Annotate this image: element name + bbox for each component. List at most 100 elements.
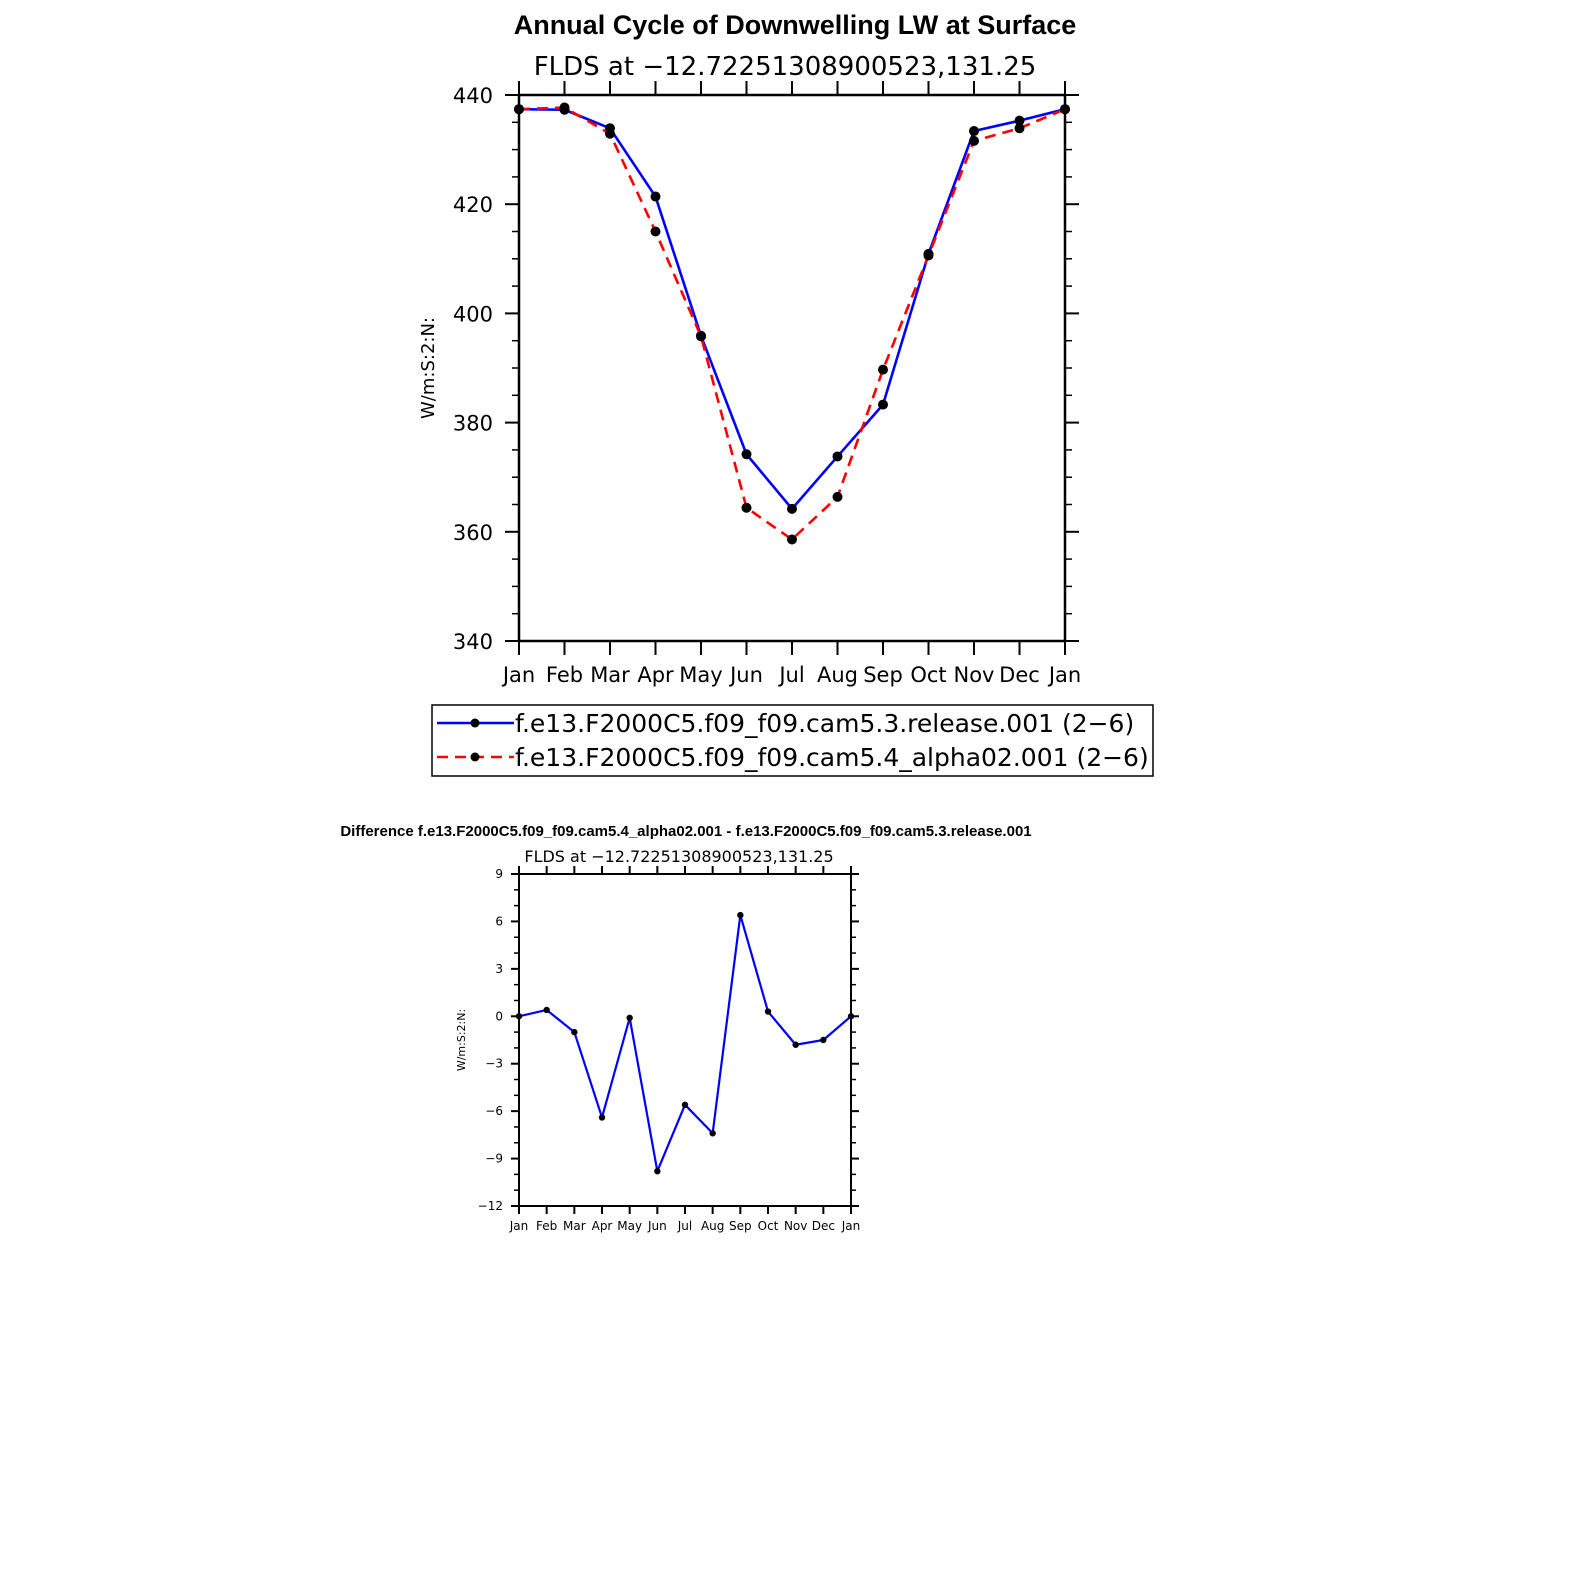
diff-x-tick-label: Dec bbox=[812, 1219, 835, 1233]
main-series-1-point bbox=[832, 491, 843, 502]
diff-series-0-point bbox=[792, 1041, 799, 1048]
diff-y-tick-label: −6 bbox=[485, 1104, 503, 1118]
main-y-tick-label: 340 bbox=[453, 630, 493, 654]
main-x-tick-label: Nov bbox=[954, 663, 995, 687]
diff-series-0-point bbox=[598, 1114, 606, 1121]
diff-ticks bbox=[511, 866, 859, 1214]
main-x-tick-label: Jul bbox=[777, 663, 804, 687]
diff-x-tick-label: Apr bbox=[592, 1219, 613, 1233]
main-series bbox=[514, 102, 1070, 545]
legend: f.e13.F2000C5.f09_f09.cam5.3.release.001… bbox=[431, 704, 1154, 777]
main-series-0-point bbox=[741, 449, 752, 460]
main-series-0-point bbox=[969, 126, 979, 137]
diff-series bbox=[515, 911, 855, 1175]
diff-series-0-point bbox=[681, 1101, 689, 1109]
diff-series-0-point bbox=[515, 1013, 523, 1020]
diff-series-0-point bbox=[737, 911, 744, 919]
diff-series-0-point bbox=[543, 1006, 550, 1014]
main-x-tick-label: Oct bbox=[910, 663, 946, 687]
diff-title: Difference f.e13.F2000C5.f09_f09.cam5.4_… bbox=[340, 823, 1031, 840]
main-series-1-point bbox=[605, 128, 615, 139]
diff-y-tick-label: 6 bbox=[495, 914, 503, 928]
main-series-1-point bbox=[1060, 104, 1070, 115]
diff-x-tick-label: Sep bbox=[729, 1219, 752, 1233]
diff-subtitle: FLDS at −12.72251308900523,131.25 bbox=[524, 847, 833, 866]
main-series-0-point bbox=[650, 191, 661, 202]
main-series-1-point bbox=[696, 331, 706, 342]
main-y-tick-label: 380 bbox=[453, 412, 493, 436]
diff-y-tick-label: 9 bbox=[495, 867, 503, 881]
difference-panel: Difference f.e13.F2000C5.f09_f09.cam5.4_… bbox=[340, 823, 1031, 1233]
main-x-tick-label: Jan bbox=[501, 663, 535, 687]
main-series-1-point bbox=[514, 104, 524, 115]
main-y-tick-label: 420 bbox=[453, 193, 493, 217]
main-series-1-point bbox=[787, 534, 797, 545]
diff-x-tick-label: Aug bbox=[701, 1219, 724, 1233]
diff-x-tick-label: Jan bbox=[841, 1219, 861, 1233]
main-subtitle: FLDS at −12.72251308900523,131.25 bbox=[534, 52, 1037, 82]
main-x-tick-label: Sep bbox=[863, 663, 903, 687]
legend-box bbox=[431, 704, 1154, 777]
diff-series-0-point bbox=[847, 1013, 855, 1020]
legend-label-cam5-3: f.e13.F2000C5.f09_f09.cam5.3.release.001… bbox=[515, 709, 1134, 738]
diff-x-tick-label: Jan bbox=[509, 1219, 529, 1233]
main-x-tick-label: Aug bbox=[817, 663, 858, 687]
diff-series-0-point bbox=[626, 1014, 633, 1022]
main-y-axis-label: W/m:S:2:N: bbox=[418, 317, 439, 419]
diff-y-tick-label: 3 bbox=[495, 962, 503, 976]
diff-series-0-point bbox=[764, 1008, 772, 1015]
main-y-tick-label: 360 bbox=[453, 521, 493, 545]
main-series-1-point bbox=[878, 364, 888, 375]
diff-series-line-0 bbox=[518, 914, 852, 1173]
diff-plot-frame bbox=[518, 873, 852, 1207]
diff-series-0-point bbox=[654, 1168, 661, 1175]
main-series-1-point bbox=[923, 250, 934, 261]
main-y-tick-label: 400 bbox=[453, 302, 493, 326]
diff-x-tick-label: Feb bbox=[536, 1219, 557, 1233]
diff-y-tick-label: −9 bbox=[485, 1152, 503, 1166]
main-series-0-point bbox=[878, 399, 888, 410]
diff-x-tick-labels: Jan Feb Mar Apr May Jun Jul Aug Sep Oct Nov Dec Jan bbox=[509, 1219, 861, 1233]
main-x-tick-label: Feb bbox=[546, 663, 583, 687]
main-x-tick-label: May bbox=[679, 663, 722, 687]
diff-x-tick-label: May bbox=[617, 1219, 642, 1233]
main-x-tick-label: Mar bbox=[590, 663, 630, 687]
legend-marker-cam5-4 bbox=[470, 752, 480, 762]
main-series-1-point bbox=[1014, 123, 1025, 134]
main-x-tick-label: Jun bbox=[728, 663, 763, 687]
diff-series-0-point bbox=[820, 1036, 827, 1044]
diff-x-tick-label: Nov bbox=[784, 1219, 807, 1233]
main-series-line-0 bbox=[518, 107, 1066, 511]
main-series-1-point bbox=[969, 135, 979, 146]
main-x-tick-label: Dec bbox=[999, 663, 1040, 687]
main-ticks bbox=[505, 81, 1079, 655]
main-title: Annual Cycle of Downwelling LW at Surfac… bbox=[514, 10, 1077, 40]
main-plot-frame bbox=[517, 93, 1067, 643]
diff-x-tick-label: Jun bbox=[647, 1219, 667, 1233]
main-y-tick-labels: 340 360 380 400 420 440 bbox=[453, 84, 493, 654]
legend-marker-cam5-3 bbox=[470, 718, 480, 728]
diff-series-0-point bbox=[709, 1130, 716, 1137]
main-series-0-point bbox=[1014, 115, 1025, 126]
main-series-0-point bbox=[832, 451, 843, 462]
main-series-1-point bbox=[741, 502, 752, 513]
diff-y-tick-labels: −12 −9 −6 −3 0 3 6 9 bbox=[478, 867, 503, 1213]
annual-cycle-panel: Annual Cycle of Downwelling LW at Surfac… bbox=[418, 10, 1154, 777]
main-x-tick-label: Jan bbox=[1047, 663, 1081, 687]
diff-y-tick-label: 0 bbox=[495, 1009, 503, 1023]
main-x-tick-label: Apr bbox=[637, 663, 674, 687]
diff-series-0-point bbox=[571, 1028, 578, 1036]
diff-y-tick-label: −3 bbox=[485, 1057, 503, 1071]
main-series-line-1 bbox=[518, 106, 1066, 541]
legend-label-cam5-4: f.e13.F2000C5.f09_f09.cam5.4_alpha02.001… bbox=[515, 743, 1149, 772]
diff-x-tick-label: Mar bbox=[563, 1219, 586, 1233]
diff-y-axis-label: W/m:S:2:N: bbox=[455, 1009, 468, 1071]
main-series-0-point bbox=[787, 503, 797, 514]
main-series-1-point bbox=[650, 226, 661, 237]
diff-y-tick-label: −12 bbox=[478, 1199, 503, 1213]
diff-x-tick-label: Jul bbox=[677, 1219, 692, 1233]
main-x-tick-labels: Jan Feb Mar Apr May Jun Jul Aug Sep Oct Nov Dec Jan bbox=[501, 663, 1081, 687]
main-series-1-point bbox=[559, 102, 570, 113]
diff-x-tick-label: Oct bbox=[758, 1219, 779, 1233]
